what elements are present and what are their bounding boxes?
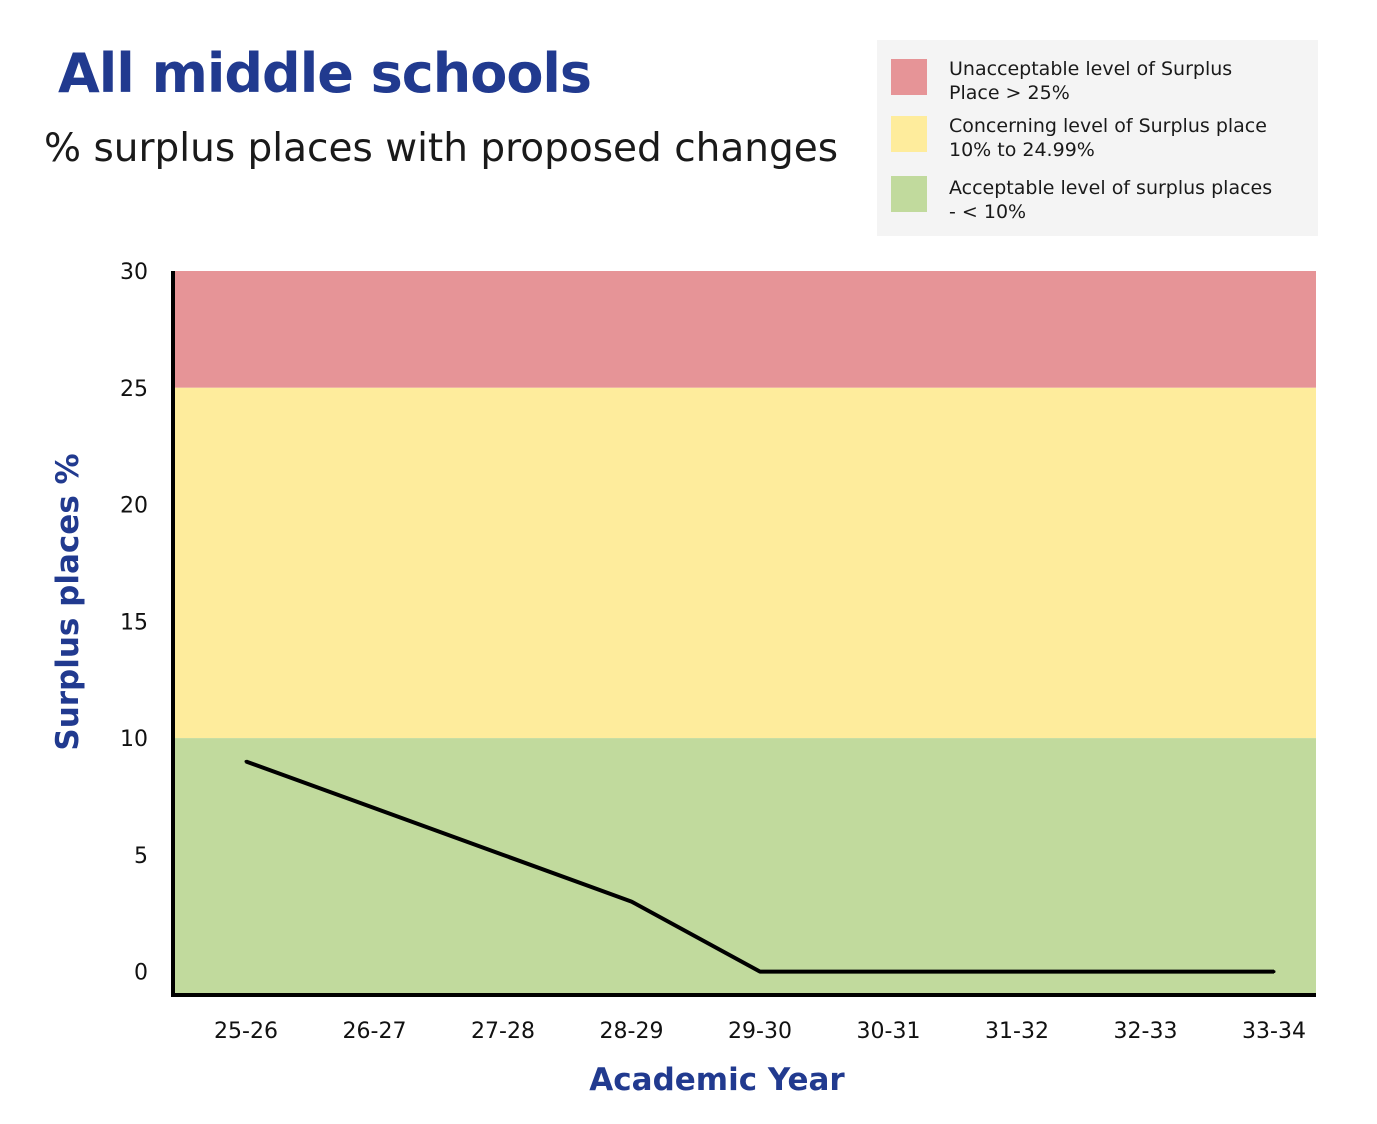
y-tick-label: 20 xyxy=(120,494,148,519)
legend-sublabel-acceptable: - < 10% xyxy=(949,201,1027,223)
legend-sublabel-unacceptable: Place > 25% xyxy=(949,82,1070,104)
y-tick-label: 30 xyxy=(120,260,148,285)
data-point xyxy=(501,853,505,857)
threshold-bands xyxy=(173,271,1316,995)
x-tick-label: 25-26 xyxy=(214,1019,278,1044)
data-point xyxy=(758,970,762,974)
x-tick-label: 26-27 xyxy=(343,1019,407,1044)
legend-label-acceptable: Acceptable level of surplus places xyxy=(949,177,1273,199)
y-tick-label: 25 xyxy=(120,377,148,402)
data-point xyxy=(1015,970,1019,974)
x-tick-label: 28-29 xyxy=(600,1019,664,1044)
y-tick-label: 15 xyxy=(120,610,148,635)
chart-subtitle: % surplus places with proposed changes xyxy=(44,126,839,171)
data-point xyxy=(1272,970,1276,974)
legend-label-unacceptable: Unacceptable level of Surplus xyxy=(949,58,1233,80)
x-tick-labels: 25-26 26-27 27-28 28-29 29-30 30-31 31-32 32-33… xyxy=(214,1019,1306,1044)
data-point xyxy=(1144,970,1147,974)
data-point xyxy=(373,806,376,810)
series-lines xyxy=(244,759,1276,974)
y-tick-labels: 0 5 10 15 20 25 30 xyxy=(120,260,148,986)
y-axis-label: Surplus places % xyxy=(50,453,86,751)
x-tick-label: 29-30 xyxy=(728,1019,792,1044)
y-tick-label: 0 xyxy=(134,961,148,986)
data-point xyxy=(244,759,248,763)
x-tick-label: 33-34 xyxy=(1242,1019,1306,1044)
axes xyxy=(171,271,1316,997)
x-tick-label: 30-31 xyxy=(857,1019,921,1044)
legend-swatch-acceptable xyxy=(891,176,927,212)
threshold-band-0 xyxy=(173,271,1316,388)
legend: Unacceptable level of Surplus Place > 25… xyxy=(877,40,1318,236)
legend-swatch-unacceptable xyxy=(891,59,927,95)
y-tick-label: 10 xyxy=(120,727,148,752)
legend-swatch-concerning xyxy=(891,116,927,152)
chart-title: All middle schools xyxy=(58,42,592,105)
legend-label-concerning: Concerning level of Surplus place xyxy=(949,115,1267,137)
x-tick-label: 27-28 xyxy=(471,1019,535,1044)
threshold-band-1 xyxy=(173,387,1316,739)
legend-sublabel-concerning: 10% to 24.99% xyxy=(949,139,1095,161)
threshold-band-2 xyxy=(173,738,1316,995)
y-tick-label: 5 xyxy=(134,844,148,869)
x-tick-label: 31-32 xyxy=(985,1019,1049,1044)
x-tick-label: 32-33 xyxy=(1114,1019,1178,1044)
data-point xyxy=(630,900,633,904)
x-axis-label: Academic Year xyxy=(589,1062,845,1098)
data-point xyxy=(887,970,890,974)
